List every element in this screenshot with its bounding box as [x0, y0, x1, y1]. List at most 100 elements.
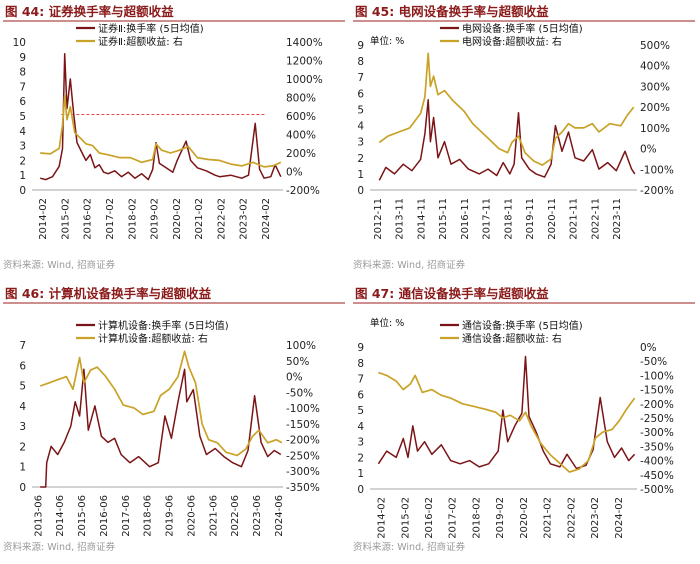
y-right-tick: 200%	[286, 148, 316, 160]
y-right-tick: 100%	[286, 340, 316, 352]
y-right-tick: 800%	[286, 93, 316, 105]
y-right-tick: -150%	[640, 385, 674, 397]
y-left-tick: 7	[357, 374, 364, 386]
x-tick: 2021-02	[543, 497, 554, 539]
legend-label: 通信设备:换手率 (5日均值)	[462, 319, 583, 332]
x-tick: 2015-02	[400, 497, 411, 539]
x-tick: 2017-02	[448, 497, 459, 539]
x-tick: 2018-06	[143, 495, 154, 537]
y-right-tick: -350%	[286, 482, 320, 494]
x-tick: 2020-11	[547, 198, 558, 240]
legend-label: 计算机设备:换手率 (5日均值)	[98, 319, 229, 332]
y-right-tick: 200%	[640, 102, 670, 114]
x-tick: 2022-02	[216, 198, 227, 240]
y-left-tick: 5	[357, 104, 364, 116]
chart-svg: 图 46: 计算机设备换手率与超额收益 0 1 2 3 4 5 6 7 -350% -300% -25…	[3, 286, 345, 553]
y-right-tick: -250%	[286, 450, 320, 462]
x-tick: 2018-11	[503, 198, 514, 240]
y-left-tick: 1	[19, 170, 26, 182]
x-tick: 2012-11	[373, 198, 384, 240]
turnover-series-line	[378, 99, 636, 181]
y-right-tick: 1000%	[286, 74, 323, 86]
x-tick: 2024-02	[614, 497, 625, 539]
y-right-tick: 100%	[640, 123, 670, 135]
x-tick: 2023-02	[590, 497, 601, 539]
y-left-tick: 8	[357, 358, 364, 370]
x-tick: 2021-02	[194, 198, 205, 240]
y-right-tick: -450%	[640, 470, 674, 482]
legend-label: 计算机设备:超额收益: 右	[98, 332, 208, 345]
y-left-tick: 5	[357, 405, 364, 417]
y-right-tick: 500%	[640, 40, 670, 52]
x-tick: 2014-06	[55, 495, 66, 537]
x-tick: 2020-02	[519, 497, 530, 539]
y-right-tick: -200%	[640, 399, 674, 411]
y-right-tick: -200%	[286, 435, 320, 447]
x-tick: 2020-02	[172, 198, 183, 240]
y-right-tick: -200%	[286, 185, 320, 197]
y-left-tick: 9	[357, 40, 364, 52]
x-tick: 2022-11	[590, 198, 601, 240]
x-tick: 2023-02	[239, 198, 250, 240]
chart-svg: 图 44: 证券换手率与超额收益 0 1 2 3 4 5 6 7 8 9 10 -200% 0% 200% 4…	[3, 4, 345, 271]
y-right-tick: 0%	[640, 342, 657, 354]
unit-label: 单位: %	[370, 35, 404, 47]
y-right-tick: -50%	[286, 387, 313, 399]
y-right-tick: 0%	[286, 167, 303, 179]
y-left-tick: 0	[357, 185, 364, 197]
y-left-tick: 3	[357, 437, 364, 449]
chart-title: 图 46: 计算机设备换手率与超额收益	[5, 286, 212, 301]
x-tick: 2014-02	[38, 198, 49, 240]
excess-series-line	[39, 350, 283, 457]
y-left-tick: 5	[19, 381, 26, 393]
y-right-tick: -300%	[286, 466, 320, 478]
chart-title: 图 47: 通信设备换手率与超额收益	[355, 286, 549, 301]
x-tick: 2016-06	[99, 495, 110, 537]
x-tick: 2022-02	[566, 497, 577, 539]
legend-label: 证券Ⅱ:超额收益: 右	[98, 35, 183, 48]
y-right-tick: -350%	[640, 441, 674, 453]
legend-label: 电网设备:超额收益: 右	[462, 35, 562, 48]
y-left-tick: 1	[357, 169, 364, 181]
y-right-tick: -400%	[640, 456, 674, 468]
x-tick: 2024-06	[274, 495, 285, 537]
x-tick: 2023-06	[252, 495, 263, 537]
x-tick: 2024-02	[261, 198, 272, 240]
x-tick: 2017-11	[482, 198, 493, 240]
chart-panel-grid-equipment: 图 45: 电网设备换手率与超额收益 单位: % 0 1 2 3 4 5 6 7 8 9 -200% -1…	[350, 0, 700, 282]
excess-series-line	[40, 94, 282, 168]
legend-label: 证券Ⅱ:换手率 (5日均值)	[98, 22, 204, 35]
y-right-tick: -50%	[640, 356, 667, 368]
x-tick: 2014-02	[377, 497, 388, 539]
source-note: 资料来源: Wind, 招商证券	[353, 541, 466, 553]
x-tick: 2015-02	[60, 198, 71, 240]
y-right-tick: 600%	[286, 111, 316, 123]
y-left-tick: 9	[19, 52, 26, 64]
y-left-tick: 6	[357, 88, 364, 100]
excess-series-line	[378, 52, 635, 166]
x-tick: 2016-02	[424, 497, 435, 539]
x-tick: 2014-11	[416, 198, 427, 240]
x-tick: 2023-11	[612, 198, 623, 240]
y-left-tick: 4	[19, 126, 26, 138]
y-right-tick: -250%	[640, 413, 674, 425]
chart-panel-securities: 图 44: 证券换手率与超额收益 0 1 2 3 4 5 6 7 8 9 10 -200% 0% 200% 4…	[0, 0, 350, 282]
y-right-tick: 400%	[286, 130, 316, 142]
y-left-tick: 10	[13, 37, 26, 49]
y-left-tick: 4	[357, 421, 364, 433]
y-right-tick: -150%	[286, 419, 320, 431]
x-tick: 2019-02	[495, 497, 506, 539]
y-left-tick: 4	[19, 401, 26, 413]
y-right-tick: -300%	[640, 427, 674, 439]
x-tick: 2020-06	[186, 495, 197, 537]
y-left-tick: 0	[19, 185, 26, 197]
source-note: 资料来源: Wind, 招商证券	[3, 541, 116, 553]
y-left-tick: 1	[19, 462, 26, 474]
chart-title: 图 44: 证券换手率与超额收益	[5, 4, 174, 19]
y-left-tick: 6	[19, 360, 26, 372]
y-right-tick: 0%	[286, 372, 303, 384]
x-tick: 2016-11	[460, 198, 471, 240]
x-tick: 2022-06	[230, 495, 241, 537]
chart-title: 图 45: 电网设备换手率与超额收益	[355, 4, 549, 19]
